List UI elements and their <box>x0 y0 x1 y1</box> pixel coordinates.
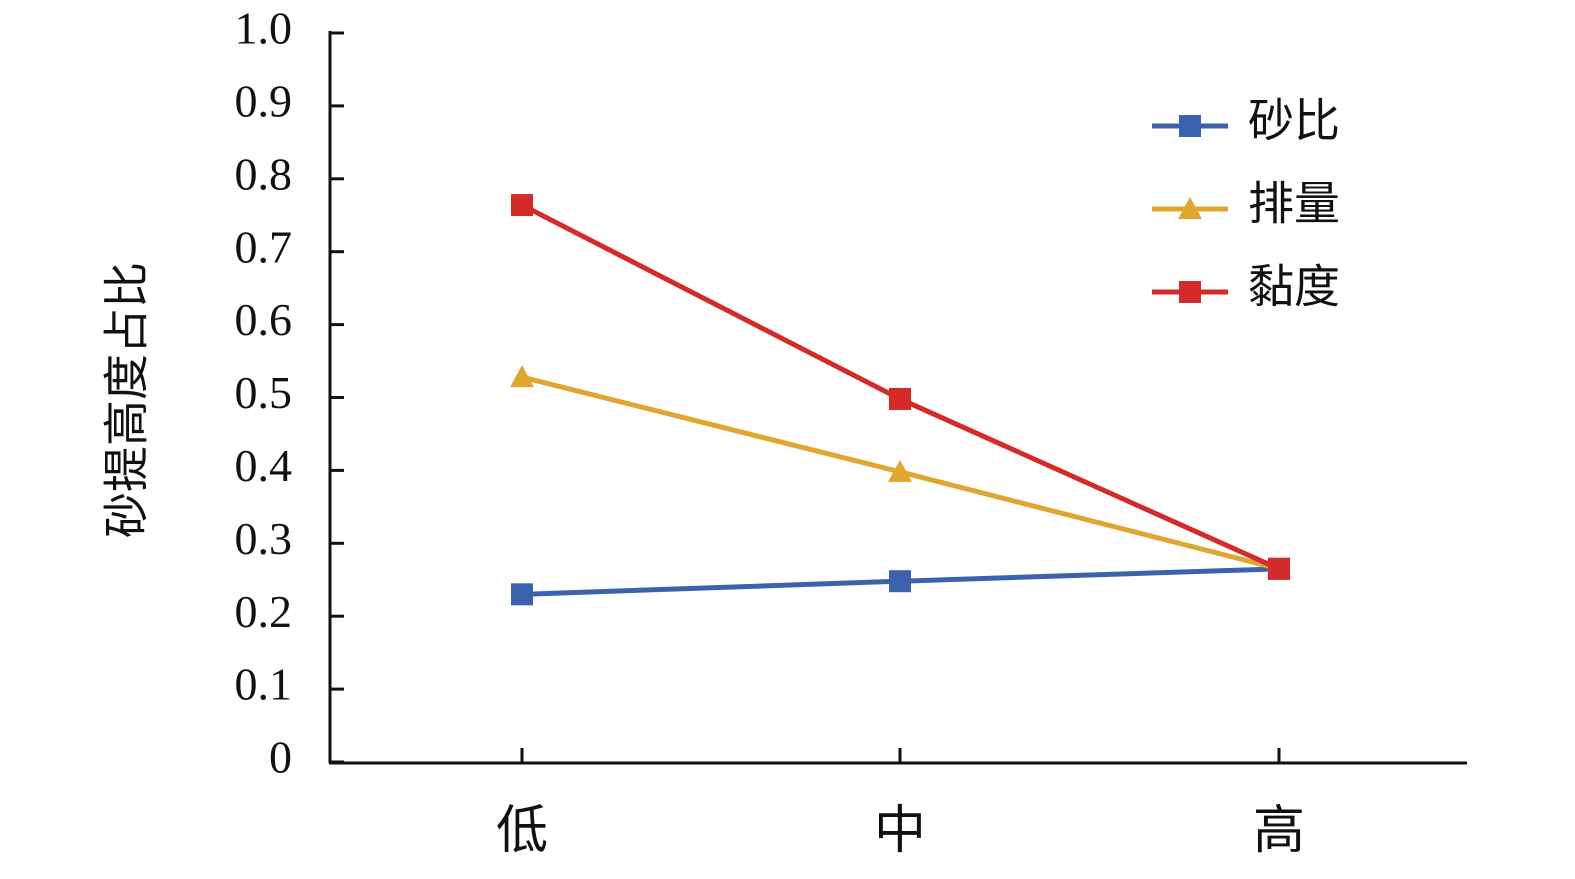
y-tick-label: 0 <box>269 732 292 783</box>
x-tick-label: 低 <box>496 803 548 860</box>
legend-label: 砂比 <box>1248 96 1340 147</box>
marker <box>1178 197 1202 219</box>
marker <box>511 583 533 606</box>
y-tick-label: 0.4 <box>235 440 293 491</box>
y-tick-label: 0.7 <box>235 221 293 272</box>
y-tick-label: 0.1 <box>235 659 293 710</box>
y-tick-label: 0.5 <box>235 367 293 418</box>
y-tick-label: 0.6 <box>235 294 293 345</box>
y-tick-label: 0.3 <box>235 513 293 564</box>
legend-label: 排量 <box>1248 179 1340 230</box>
marker <box>510 365 534 388</box>
y-tick-label: 0.8 <box>235 148 293 199</box>
legend-label: 黏度 <box>1248 262 1340 313</box>
y-tick-label: 1.0 <box>235 3 293 54</box>
y-tick-label: 0.2 <box>235 586 293 637</box>
y-tick-label: 0.9 <box>235 75 293 126</box>
marker <box>1268 557 1290 580</box>
marker <box>888 459 912 482</box>
y-axis-label: 砂提高度占比 <box>102 262 153 538</box>
marker <box>889 570 911 593</box>
marker <box>1179 115 1201 137</box>
x-tick-label: 高 <box>1253 803 1305 860</box>
series-line <box>520 202 1281 572</box>
x-tick-label: 中 <box>874 803 926 860</box>
marker <box>511 194 533 217</box>
marker <box>1179 281 1201 303</box>
marker <box>889 387 911 410</box>
